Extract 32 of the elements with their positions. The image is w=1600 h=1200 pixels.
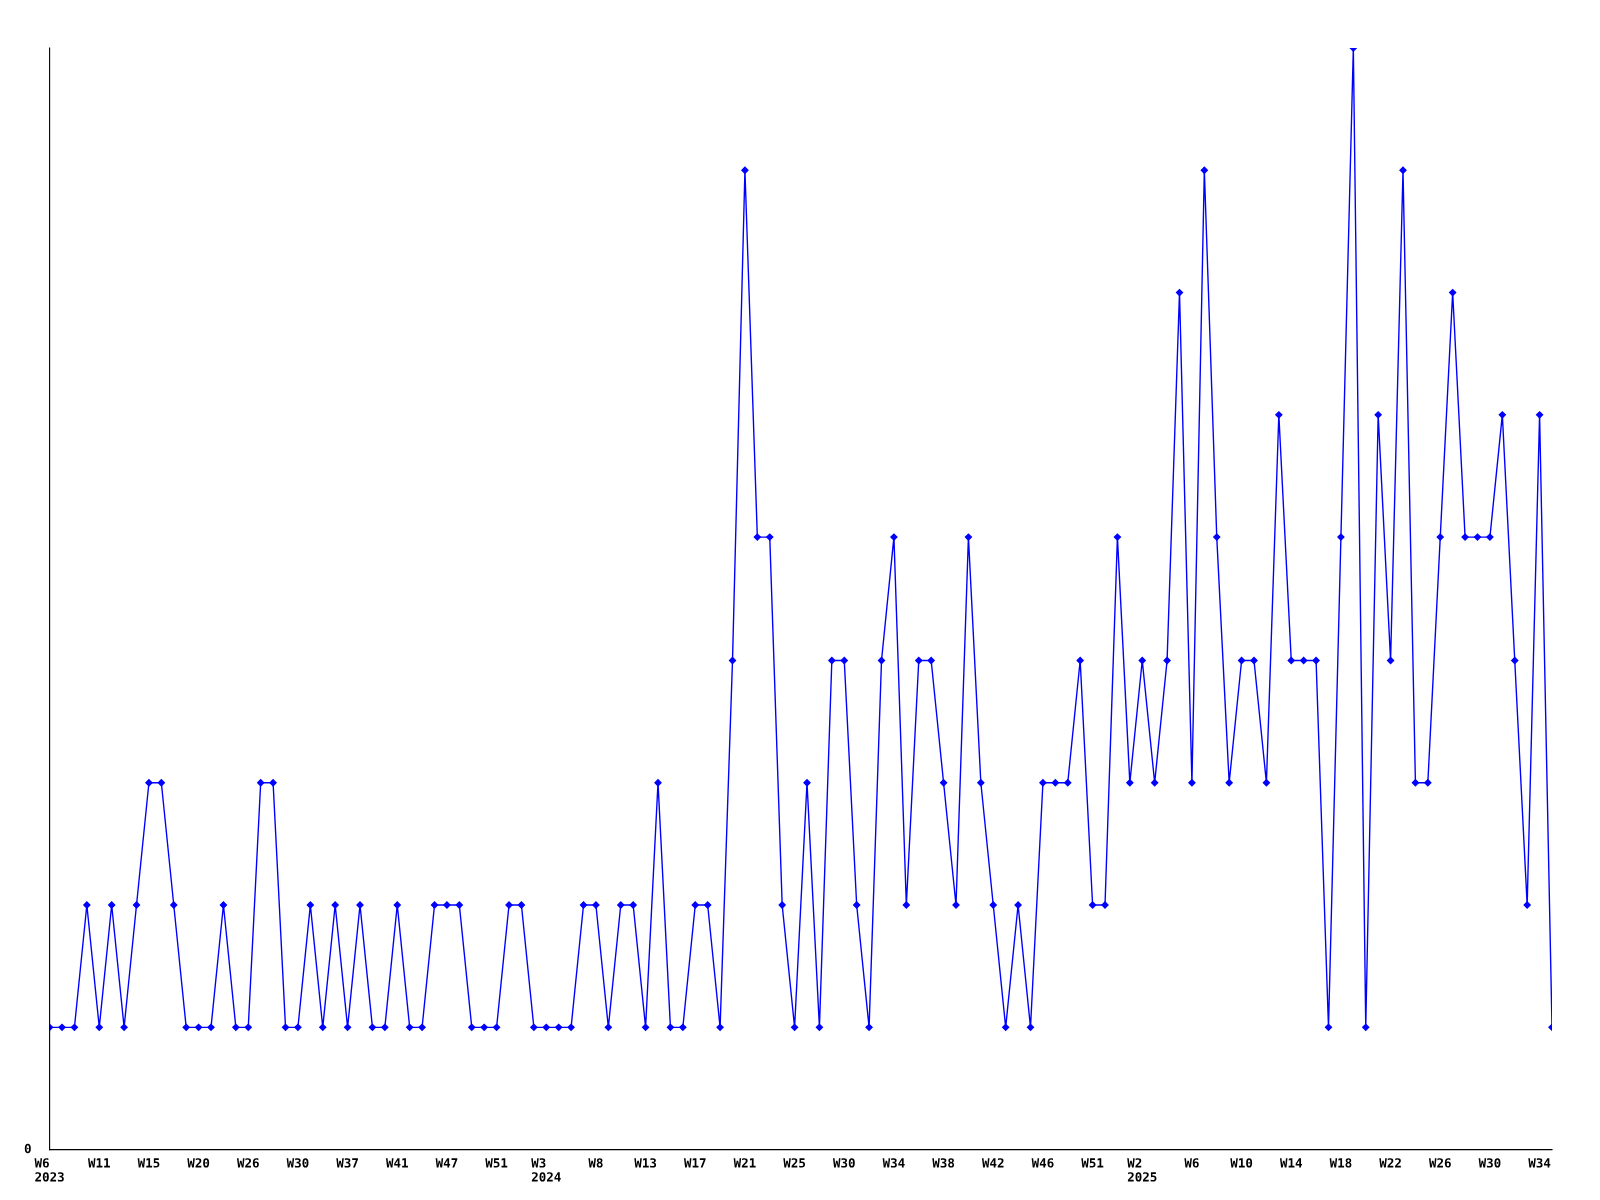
x-tick-label: W26: [236, 1158, 259, 1168]
x-tick-label: W30: [286, 1158, 309, 1168]
x-tick-label: W47: [435, 1158, 458, 1168]
x-tick-label: W10: [1230, 1158, 1253, 1168]
x-tick-label: W3 2024: [531, 1158, 561, 1182]
x-tick-label: W6 2023: [34, 1158, 64, 1182]
x-tick-label: W21: [733, 1158, 756, 1168]
x-tick-label: W22: [1379, 1158, 1401, 1168]
x-tick-label: W34: [882, 1158, 905, 1168]
x-tick-label: W34: [1528, 1158, 1551, 1168]
x-tick-label: W15: [137, 1158, 160, 1168]
x-tick-label: W8: [588, 1158, 603, 1168]
x-tick-label: W18: [1329, 1158, 1352, 1168]
x-tick-label: W41: [385, 1158, 408, 1168]
x-tick-label: W42: [981, 1158, 1004, 1168]
x-tick-label: W30: [832, 1158, 855, 1168]
x-tick-label: W51: [1081, 1158, 1104, 1168]
x-tick-label: W37: [336, 1158, 358, 1168]
x-tick-label: W11: [87, 1158, 110, 1168]
x-tick-label: W38: [932, 1158, 955, 1168]
x-tick-label: W26: [1428, 1158, 1451, 1168]
x-tick-label: W30: [1478, 1158, 1501, 1168]
x-tick-label: W51: [485, 1158, 508, 1168]
x-tick-label: W14: [1279, 1158, 1302, 1168]
x-tick-label: W46: [1031, 1158, 1054, 1168]
x-tick-label: W6: [1184, 1158, 1199, 1168]
x-tick-label: W17: [683, 1158, 706, 1168]
x-tick-label: W2 2025: [1127, 1158, 1157, 1182]
x-tick-label: W13: [634, 1158, 657, 1168]
x-tick-label: W20: [187, 1158, 210, 1168]
x-tick-label: W25: [783, 1158, 806, 1168]
text: 0: [24, 1143, 31, 1154]
